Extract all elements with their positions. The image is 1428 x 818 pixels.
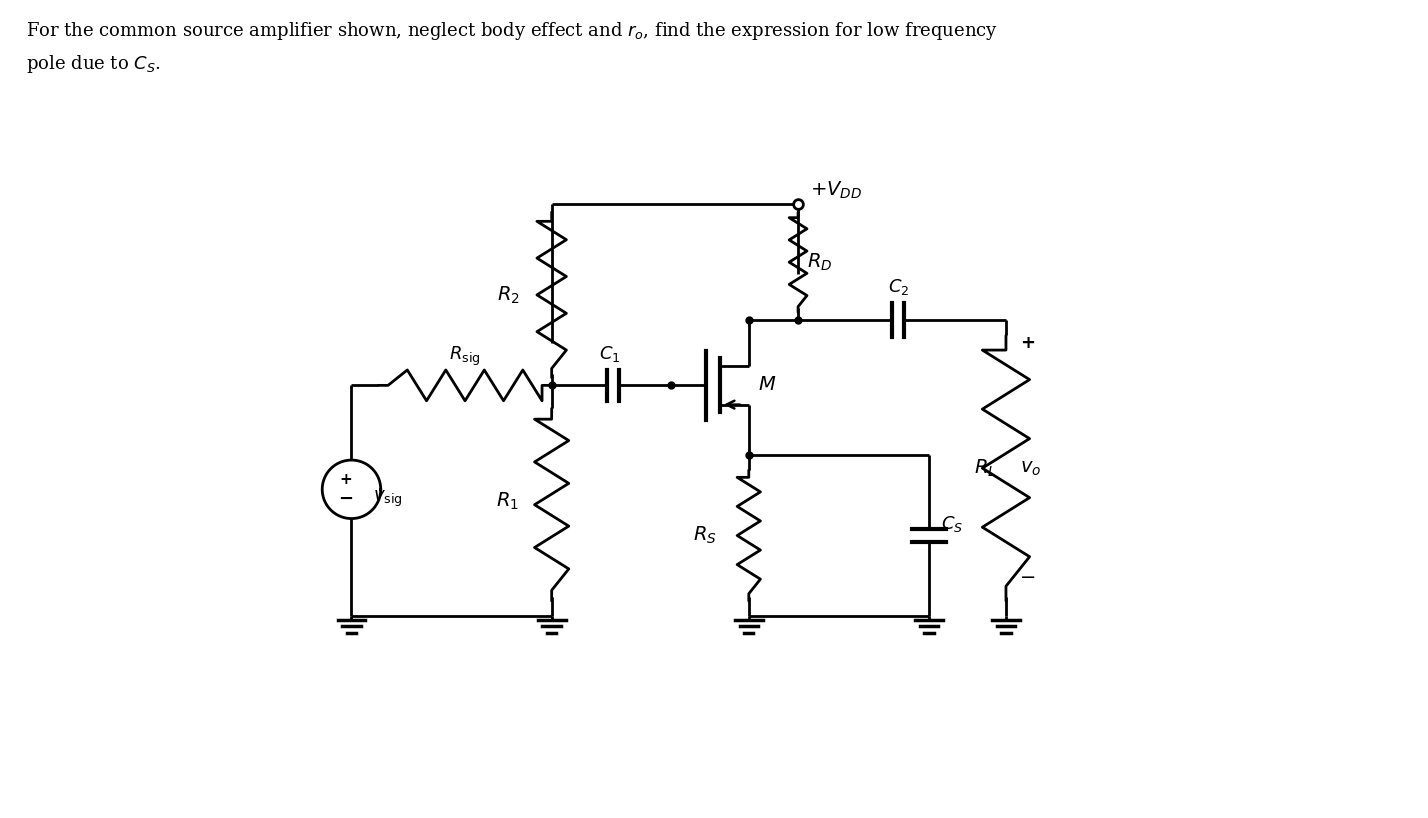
- Text: $M$: $M$: [758, 376, 777, 394]
- Text: pole due to $C_S$.: pole due to $C_S$.: [26, 53, 161, 75]
- Text: $R_S$: $R_S$: [693, 525, 717, 546]
- Text: $R_1$: $R_1$: [497, 490, 520, 511]
- Text: −: −: [1020, 569, 1037, 587]
- Text: −: −: [338, 490, 353, 508]
- Text: $C_2$: $C_2$: [888, 276, 908, 297]
- Text: +: +: [338, 472, 351, 487]
- Text: $R_L$: $R_L$: [974, 458, 997, 479]
- Text: $v_o$: $v_o$: [1020, 460, 1041, 478]
- Text: $R_D$: $R_D$: [807, 251, 833, 273]
- Text: For the common source amplifier shown, neglect body effect and $r_o$, find the e: For the common source amplifier shown, n…: [26, 20, 998, 43]
- Text: $+V_{DD}$: $+V_{DD}$: [810, 179, 861, 200]
- Text: $v_{\rm sig}$: $v_{\rm sig}$: [373, 488, 403, 509]
- Text: $R_2$: $R_2$: [497, 285, 520, 306]
- Text: $R_{\rm sig}$: $R_{\rm sig}$: [448, 345, 480, 368]
- Text: +: +: [1020, 334, 1035, 352]
- Text: $C_S$: $C_S$: [941, 514, 962, 534]
- Text: $C_1$: $C_1$: [598, 344, 620, 364]
